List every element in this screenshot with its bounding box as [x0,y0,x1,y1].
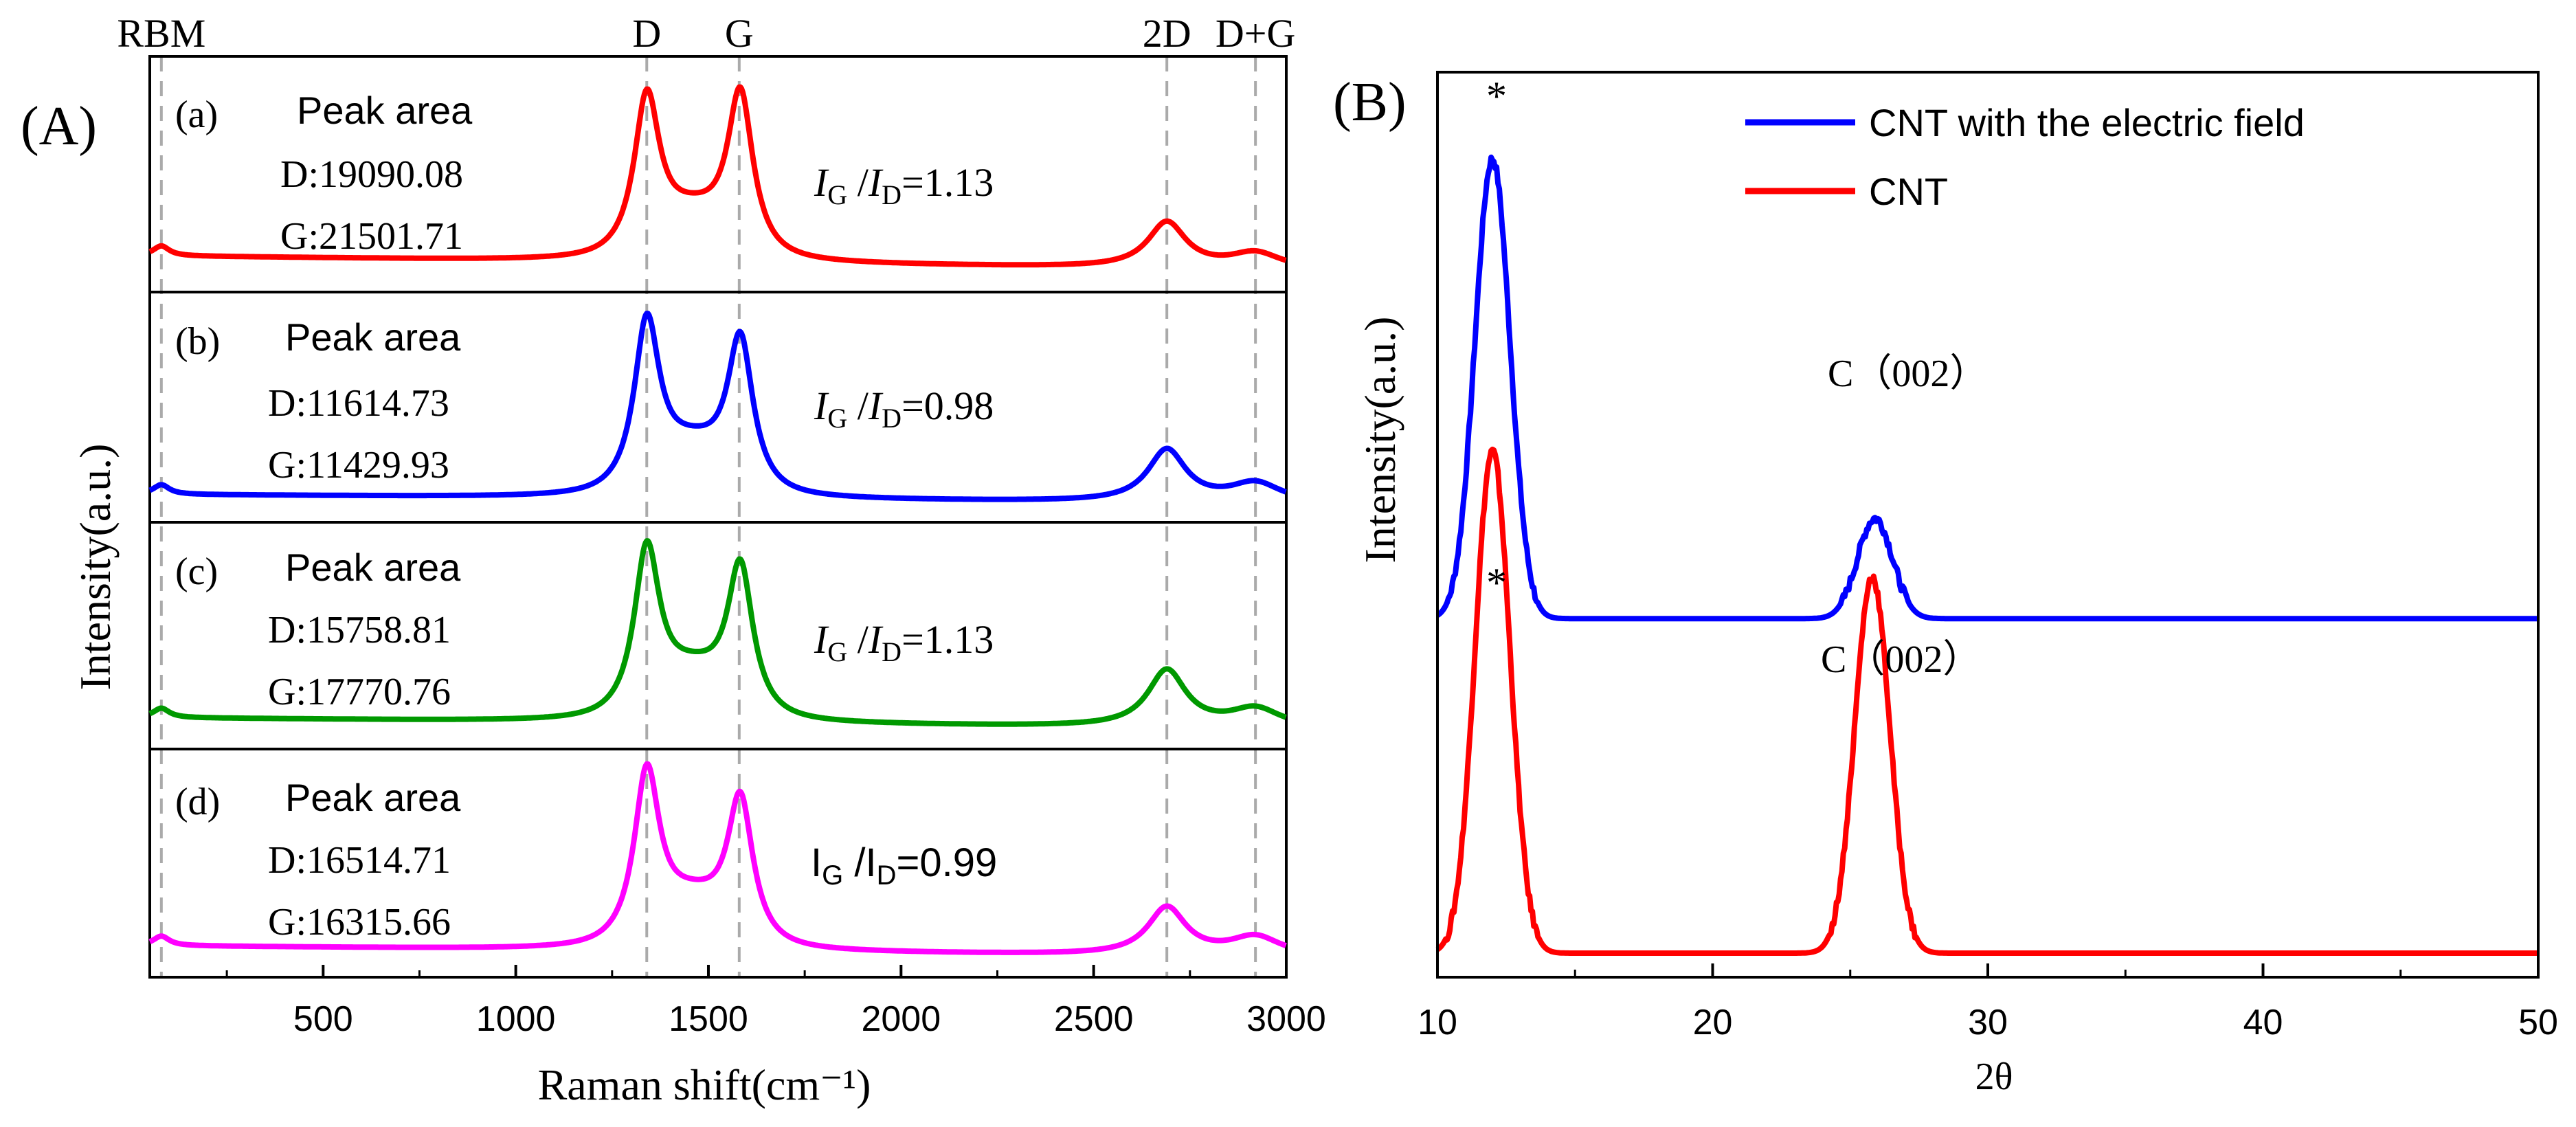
subplot-d-d-area: D:16514.71 [268,839,451,882]
panel-a-x-axis-label: Raman shift(cm⁻¹) [538,1060,871,1109]
subplot-d-intensity-ratio: IG /ID=0.99 [811,840,997,891]
legend: CNT with the electric field CNT [1745,101,2305,213]
panel-b-y-axis-label: Intensity(a.u.) [1356,317,1404,564]
ratio-value: =0.98 [901,383,994,428]
ratio-sep: / [847,383,869,428]
ratio-i2: I [868,617,884,662]
x-tick-label-3000: 3000 [1246,999,1326,1039]
ratio-i2: I [865,840,876,885]
panel-b-annotations: * C（002） * C（002） [1486,74,1988,681]
subplot-b-peak-area-title: Peak area [285,315,461,359]
ratio-i2: I [868,160,884,205]
subplot-b-g-area: G:11429.93 [268,444,449,487]
panel-a-annotations: (a) Peak area D:19090.08 G:21501.71 IG /… [175,89,997,944]
peak-marker-label-G: G [725,11,754,56]
ratio-i2: I [868,383,884,428]
panel-b-label: (B) [1333,72,1407,133]
peak-marker-label-D: D [632,11,661,56]
blue-peak-star: * [1486,74,1507,119]
legend-label-cnt-electric-field: CNT with the electric field [1869,101,2305,144]
subplot-b-d-area: D:11614.73 [268,382,449,425]
ratio-i: I [811,840,822,885]
x-tick-label-2500: 2500 [1054,999,1134,1039]
red-peak-star: * [1486,560,1507,605]
subplot-b-intensity-ratio: IG /ID=0.98 [814,383,994,434]
x-tick-label-1000: 1000 [476,999,556,1039]
subplot-c-spectrum [148,538,1288,727]
ratio-sep: / [847,617,869,662]
ratio-value: =0.99 [897,840,998,885]
subplot-d-label: (d) [175,781,220,823]
ratio-sub-g: G [822,860,843,891]
ratio-value: =1.13 [901,160,994,205]
subplot-a-d-area: D:19090.08 [280,153,463,196]
ratio-sep: / [847,160,869,205]
x-tick-label-2000: 2000 [861,999,941,1039]
subplot-b-label: (b) [175,320,220,363]
subplot-b-spectrum [148,311,1288,502]
ratio-sep: / [843,840,866,885]
subplot-c-g-area: G:17770.76 [268,671,451,713]
subplot-d-peak-area-title: Peak area [285,776,461,819]
x-tick-label-50: 50 [2518,1003,2558,1042]
panel-b: (B) Intensity(a.u.) 2θ 10 20 30 40 50 CNT wi… [1333,71,2558,1098]
x-tick-label-10: 10 [1418,1003,1457,1042]
panel-b-x-axis: 10 20 30 40 50 [1418,963,2558,1042]
ratio-value: =1.13 [901,617,994,662]
x-tick-label-500: 500 [293,999,353,1039]
ratio-sub-g: G [827,403,847,434]
panel-a: (A) Intensity(a.u.) Raman shift(cm⁻¹) RB… [21,11,1326,1109]
peak-marker-label-2D: 2D [1143,11,1191,56]
panel-b-series [1435,154,2540,956]
subplot-a-g-area: G:21501.71 [280,215,463,258]
ratio-sub-g: G [827,636,847,667]
panel-a-x-axis: 500 1000 1500 2000 2500 3000 [225,965,1326,1039]
subplot-c-peak-area-title: Peak area [285,546,461,589]
x-tick-label-20: 20 [1693,1003,1733,1042]
xrd-series-cnt [1435,446,2540,956]
subplot-d [148,748,1288,979]
x-tick-label-1500: 1500 [669,999,748,1039]
peak-marker-labels: RBM D G 2D D+G [117,11,1295,56]
red-c002-label: C（002） [1821,638,1981,681]
panel-a-y-axis-label: Intensity(a.u.) [71,444,120,691]
ratio-sub-g: G [827,179,847,210]
blue-c002-label: C（002） [1828,353,1988,395]
subplot-d-g-area: G:16315.66 [268,901,451,944]
subplot-d-spectrum [148,761,1288,955]
panel-a-label: (A) [21,96,97,157]
subplot-a-peak-area-title: Peak area [297,89,473,132]
subplot-frame [148,748,1288,979]
peak-marker-label-D+G: D+G [1216,11,1295,56]
ratio-i: I [814,160,829,205]
subplot-c-intensity-ratio: IG /ID=1.13 [814,617,994,667]
subplot-c-d-area: D:15758.81 [268,609,451,651]
legend-label-cnt: CNT [1869,170,1948,213]
ratio-sub-d: D [882,636,901,667]
panel-a-subplots [148,55,1288,979]
x-tick-label-40: 40 [2243,1003,2283,1042]
subplot-a-label: (a) [175,93,218,136]
peak-marker-lines [159,56,1257,977]
ratio-i: I [814,383,829,428]
panel-b-frame [1436,71,2540,979]
subplot-a-spectrum [148,84,1288,268]
ratio-sub-d: D [882,179,901,210]
ratio-sub-d: D [882,403,901,434]
x-tick-label-30: 30 [1968,1003,2008,1042]
panel-b-x-axis-label: 2θ [1975,1056,2013,1098]
subplot-c-label: (c) [175,550,218,593]
ratio-i: I [814,617,829,662]
subplot-a-intensity-ratio: IG /ID=1.13 [814,160,994,210]
peak-marker-label-RBM: RBM [117,11,205,56]
xrd-series-cnt-electric-field [1435,154,2540,622]
ratio-sub-d: D [877,860,897,891]
